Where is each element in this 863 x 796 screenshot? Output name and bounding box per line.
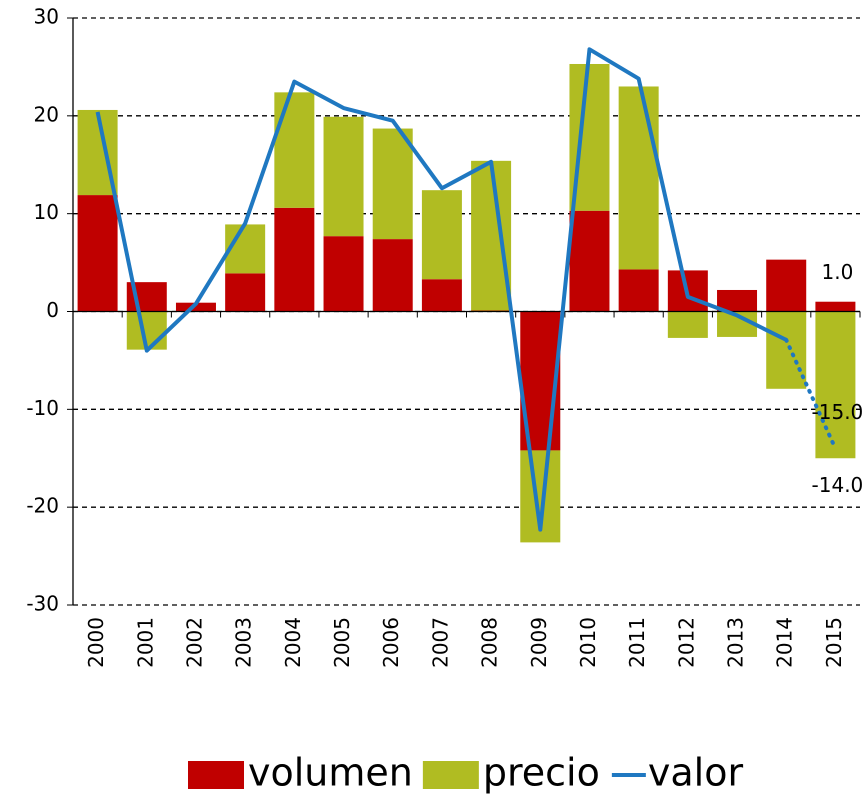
bar [421,279,462,312]
legend-label: precio [483,751,600,795]
bar [175,302,216,312]
bar [569,210,610,312]
x-tick-label: 2009 [527,617,551,668]
bar [77,195,118,312]
y-tick-label: 20 [34,102,59,126]
y-tick-label: -20 [26,494,59,518]
x-tick-label: 2000 [84,617,108,668]
x-tick-label: 2001 [133,617,157,668]
line [95,47,788,532]
x-tick-label: 2006 [379,617,403,668]
bar [274,92,315,208]
bar [618,269,659,312]
x-tick-label: 2002 [182,617,206,668]
bar [815,311,856,459]
x-tick-label: 2010 [576,617,600,668]
y-tick-label: -10 [26,396,59,420]
bar [766,259,807,312]
y-tick-label: 10 [34,200,59,224]
bar [274,207,315,312]
y-tick-label: 0 [46,298,59,322]
x-tick-label: 2012 [674,617,698,668]
x-tick-label: 2013 [724,617,748,668]
legend-swatch [188,761,244,789]
bar [766,311,807,389]
bar [225,273,266,312]
value-label: 1.0 [822,260,854,284]
value-label: -15.0 [812,400,863,424]
legend-label: volumen [248,751,413,795]
bar [372,128,413,240]
x-tick-label: 2007 [428,617,452,668]
x-tick-label: 2014 [773,617,797,668]
legend-label: valor [648,751,744,795]
x-tick-label: 2004 [281,617,305,668]
bar [667,311,708,338]
x-tick-label: 2005 [330,617,354,668]
x-tick-label: 2008 [478,617,502,668]
bar [471,160,512,311]
bar [815,301,856,312]
value-label: -14.0 [812,473,863,497]
bar [618,86,659,270]
bar [323,116,364,237]
bar [421,190,462,280]
legend-swatch [422,761,479,789]
bar [717,289,758,312]
x-tick-label: 2003 [232,617,256,668]
y-tick-label: 30 [34,5,59,29]
y-tick-label: -30 [26,592,59,616]
bar [323,236,364,312]
bar [372,239,413,312]
x-tick-label: 2015 [822,617,846,668]
x-tick-label: 2011 [625,617,649,668]
